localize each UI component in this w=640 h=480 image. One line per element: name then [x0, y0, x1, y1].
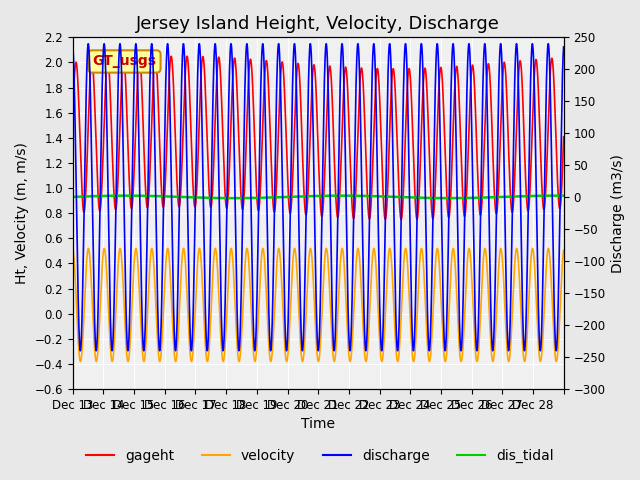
dis_tidal: [445, 195, 452, 201]
Line: discharge: discharge: [73, 44, 564, 351]
velocity: [560, 247, 568, 253]
dis_tidal: [560, 193, 568, 199]
discharge: [473, 348, 481, 354]
gageht: [355, 103, 363, 108]
gageht: [560, 134, 568, 140]
dis_tidal: [86, 193, 93, 199]
Text: GT_usgs: GT_usgs: [92, 54, 156, 69]
velocity: [426, 359, 433, 364]
discharge: [300, 330, 307, 336]
discharge: [69, 43, 77, 48]
velocity: [69, 246, 77, 252]
discharge: [355, 51, 363, 57]
velocity: [339, 246, 346, 252]
discharge: [195, 41, 203, 47]
Y-axis label: Ht, Velocity (m, m/s): Ht, Velocity (m, m/s): [15, 142, 29, 284]
velocity: [86, 255, 93, 261]
dis_tidal: [552, 193, 560, 199]
velocity: [257, 255, 265, 261]
gageht: [397, 216, 405, 222]
gageht: [300, 181, 307, 187]
gageht: [86, 80, 93, 86]
dis_tidal: [368, 193, 376, 199]
gageht: [258, 158, 266, 164]
dis_tidal: [300, 193, 307, 199]
gageht: [69, 113, 77, 119]
Line: gageht: gageht: [73, 56, 564, 219]
X-axis label: Time: Time: [301, 418, 335, 432]
dis_tidal: [444, 195, 451, 201]
gageht: [183, 53, 191, 59]
dis_tidal: [257, 195, 265, 201]
gageht: [368, 177, 376, 182]
Title: Jersey Island Height, Velocity, Discharge: Jersey Island Height, Velocity, Discharg…: [136, 15, 500, 33]
velocity: [368, 259, 376, 264]
discharge: [258, 60, 266, 65]
velocity: [355, 249, 363, 254]
dis_tidal: [355, 193, 363, 199]
gageht: [444, 203, 451, 209]
discharge: [560, 44, 568, 50]
dis_tidal: [69, 194, 77, 200]
velocity: [300, 354, 307, 360]
Legend: gageht, velocity, discharge, dis_tidal: gageht, velocity, discharge, dis_tidal: [81, 443, 559, 468]
Line: dis_tidal: dis_tidal: [73, 196, 564, 198]
discharge: [86, 71, 93, 76]
Line: velocity: velocity: [73, 249, 564, 361]
velocity: [444, 341, 451, 347]
discharge: [444, 300, 451, 305]
discharge: [368, 72, 376, 78]
Y-axis label: Discharge (m3/s): Discharge (m3/s): [611, 154, 625, 273]
